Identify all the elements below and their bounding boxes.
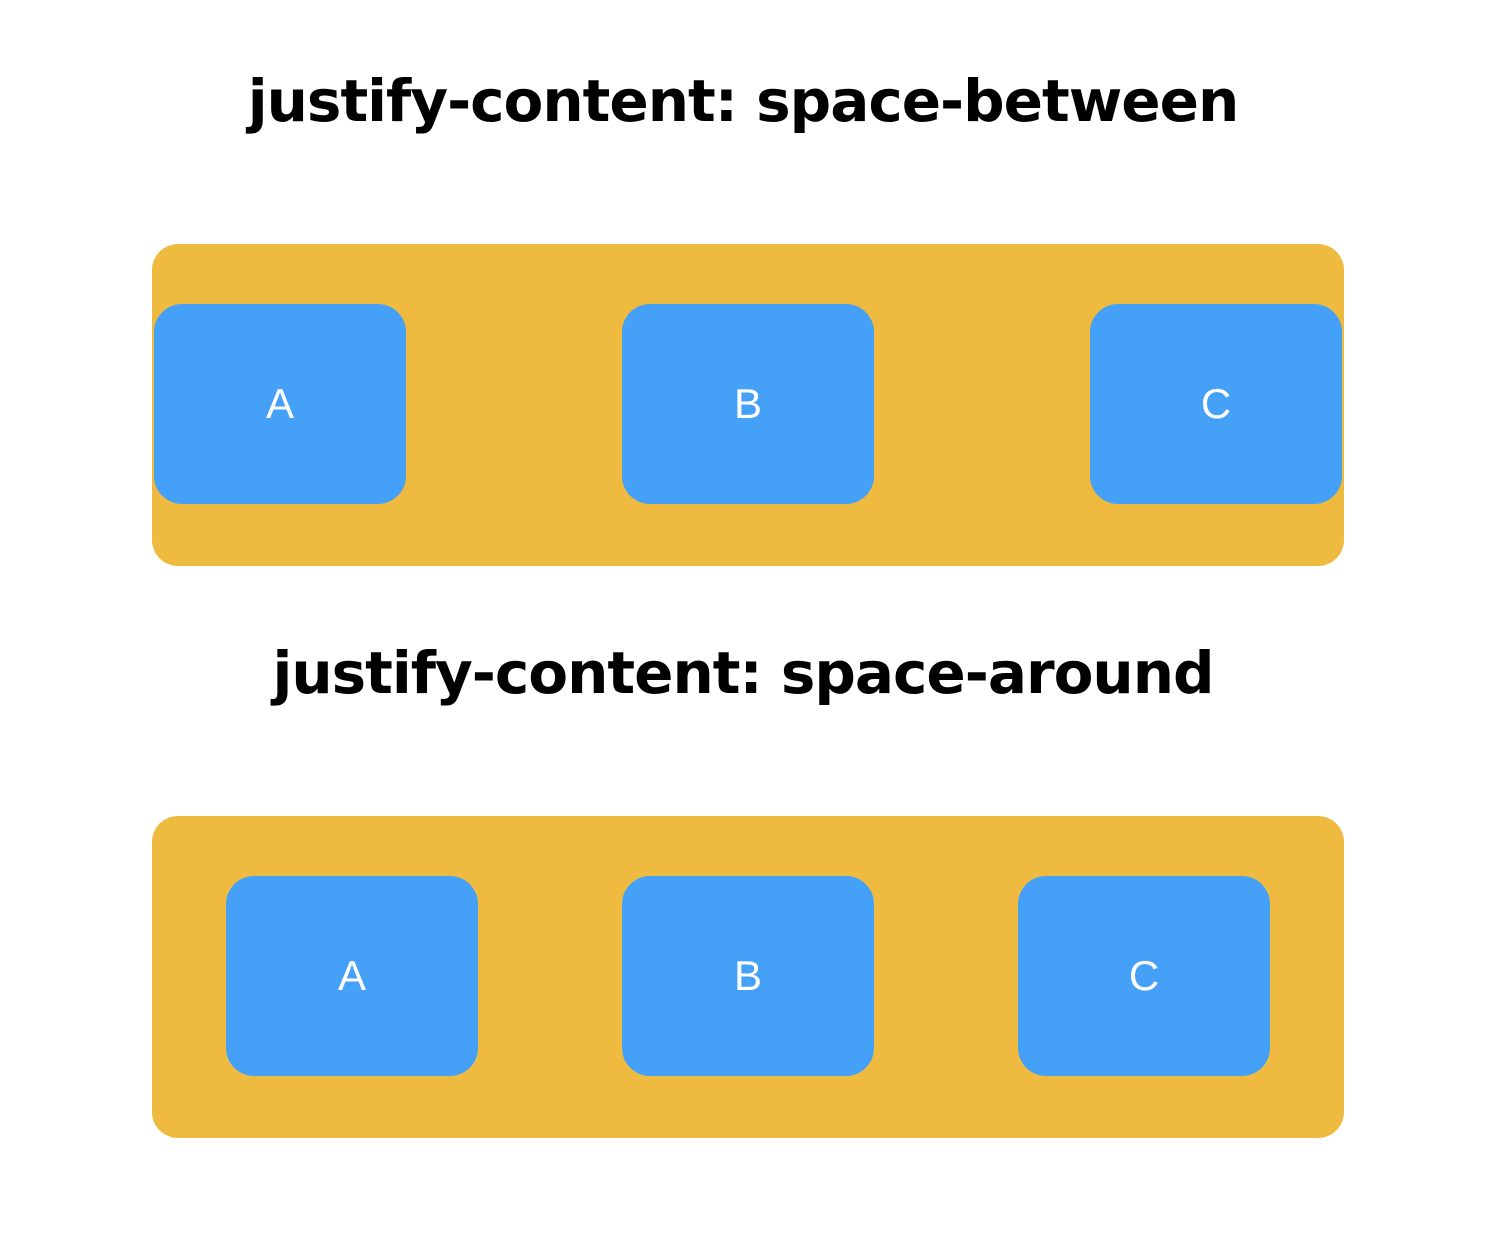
space-between-container: A B C — [152, 244, 1344, 566]
space-around-container: A B C — [152, 816, 1344, 1138]
flex-item-c: C — [1090, 304, 1342, 504]
flex-item-a: A — [154, 304, 406, 504]
flex-item-b: B — [622, 876, 874, 1076]
flex-item-c: C — [1018, 876, 1270, 1076]
space-around-title: justify-content: space-around — [272, 639, 1214, 707]
flex-item-a: A — [226, 876, 478, 1076]
space-between-title: justify-content: space-between — [247, 67, 1240, 135]
flex-item-b: B — [622, 304, 874, 504]
